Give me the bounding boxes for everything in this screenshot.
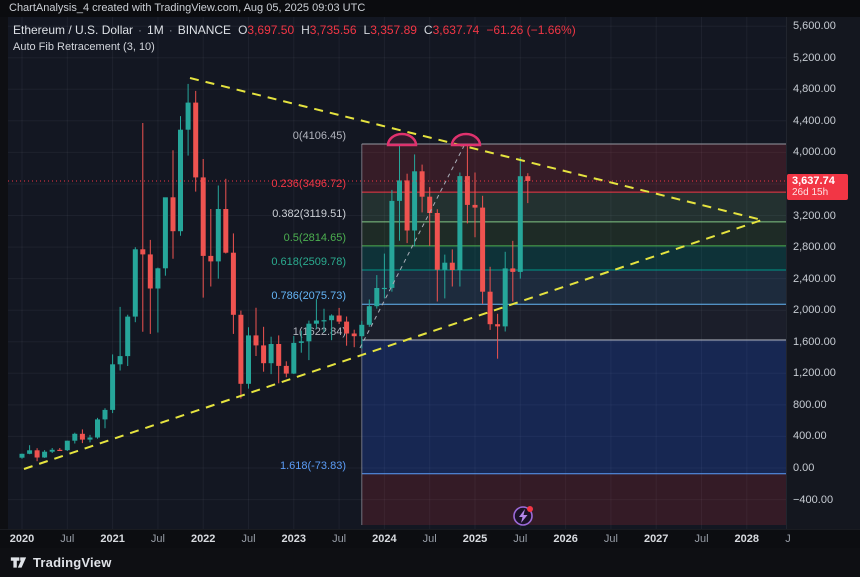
symbol-title[interactable]: Ethereum / U.S. Dollar [13, 23, 134, 37]
current-price-label: 3,637.74 26d 15h [787, 174, 848, 200]
time-tick: 2027 [643, 533, 669, 545]
price-scale[interactable]: 5,600.00 5,200.00 4,800.00 4,400.00 4,000.00… [786, 0, 860, 529]
tradingview-brand[interactable]: TradingView [33, 554, 112, 570]
chart-pane[interactable] [8, 17, 786, 529]
indicator-legend-row[interactable]: Auto Fib Retracement (3, 10) [13, 41, 576, 53]
price-axis-background[interactable] [786, 17, 860, 529]
ohlc-key: C [423, 23, 433, 37]
ohlc-value: 3,697.50 [247, 23, 295, 37]
time-tick: Jul [422, 533, 437, 545]
ohlc-values: O3,697.50 H3,735.56 L3,357.89 C3,637.74 [231, 23, 479, 37]
separator: · [168, 23, 173, 37]
symbol-legend: Ethereum / U.S. Dollar · 1M · BINANCE O3,697.… [13, 23, 576, 53]
price-tick: 2,400.00 [793, 272, 836, 285]
time-tick: 2025 [462, 533, 488, 545]
time-tick: 2020 [9, 533, 35, 545]
time-tick: Jul [694, 533, 709, 545]
price-tick: 4,400.00 [793, 114, 836, 127]
time-tick: Jul [241, 533, 256, 545]
price-tick: 4,000.00 [793, 146, 836, 159]
time-tick: Jul [60, 533, 75, 545]
ohlc-value: 3,735.56 [309, 23, 357, 37]
snapshot-title: ChartAnalysis_4 created with TradingView… [9, 2, 366, 14]
time-tick: Jul [603, 533, 618, 545]
price-tick: 400.00 [793, 430, 827, 443]
time-tick: 2026 [553, 533, 578, 545]
indicator-name: Auto Fib Retracement (3, 10) [13, 41, 155, 53]
footer: TradingView [10, 552, 112, 572]
price-tick: 2,800.00 [793, 241, 836, 254]
price-tick: 800.00 [793, 398, 827, 411]
ohlc-key: L [363, 23, 371, 37]
time-tick: Jul [513, 533, 528, 545]
price-tick: 1,600.00 [793, 335, 836, 348]
time-tick: 2022 [190, 533, 216, 545]
time-tick: 2028 [734, 533, 760, 545]
tradingview-logo-icon[interactable] [10, 555, 27, 570]
price-tick: 0.00 [793, 462, 815, 474]
separator: · [138, 23, 143, 37]
ohlc-key: H [301, 23, 310, 37]
current-price-value: 3,637.74 [792, 175, 835, 187]
ohlc-value: 3,357.89 [370, 23, 417, 37]
time-tick: 2021 [100, 533, 125, 545]
time-scale[interactable]: 2020 Jul 2021 Jul 2022 Jul 2023 Jul 2024 Jul 2025 J… [0, 530, 860, 548]
time-axis-background[interactable] [0, 529, 860, 548]
price-tick: 2,000.00 [793, 304, 836, 317]
ohlc-key: O [238, 23, 248, 37]
change-value: −61.26 (−1.66%) [486, 23, 576, 37]
time-tick: J [785, 533, 791, 545]
price-tick: 5,600.00 [793, 20, 836, 33]
price-tick: −400.00 [793, 493, 834, 506]
titlebar: ChartAnalysis_4 created with TradingView… [0, 0, 860, 17]
time-tick: Jul [332, 533, 347, 545]
time-tick: 2023 [281, 533, 307, 545]
ohlc-value: 3,637.74 [432, 23, 480, 37]
interval-value[interactable]: 1M [147, 23, 164, 37]
bar-countdown: 26d 15h [792, 187, 829, 198]
time-tick: 2024 [372, 533, 397, 545]
price-tick: 5,200.00 [793, 51, 836, 64]
price-tick: 4,800.00 [793, 83, 836, 96]
exchange-name: BINANCE [177, 23, 232, 37]
time-tick: Jul [150, 533, 165, 545]
price-tick: 3,200.00 [793, 209, 836, 222]
symbol-legend-row[interactable]: Ethereum / U.S. Dollar · 1M · BINANCE O3,697.… [13, 23, 576, 37]
price-tick: 1,200.00 [793, 367, 836, 380]
